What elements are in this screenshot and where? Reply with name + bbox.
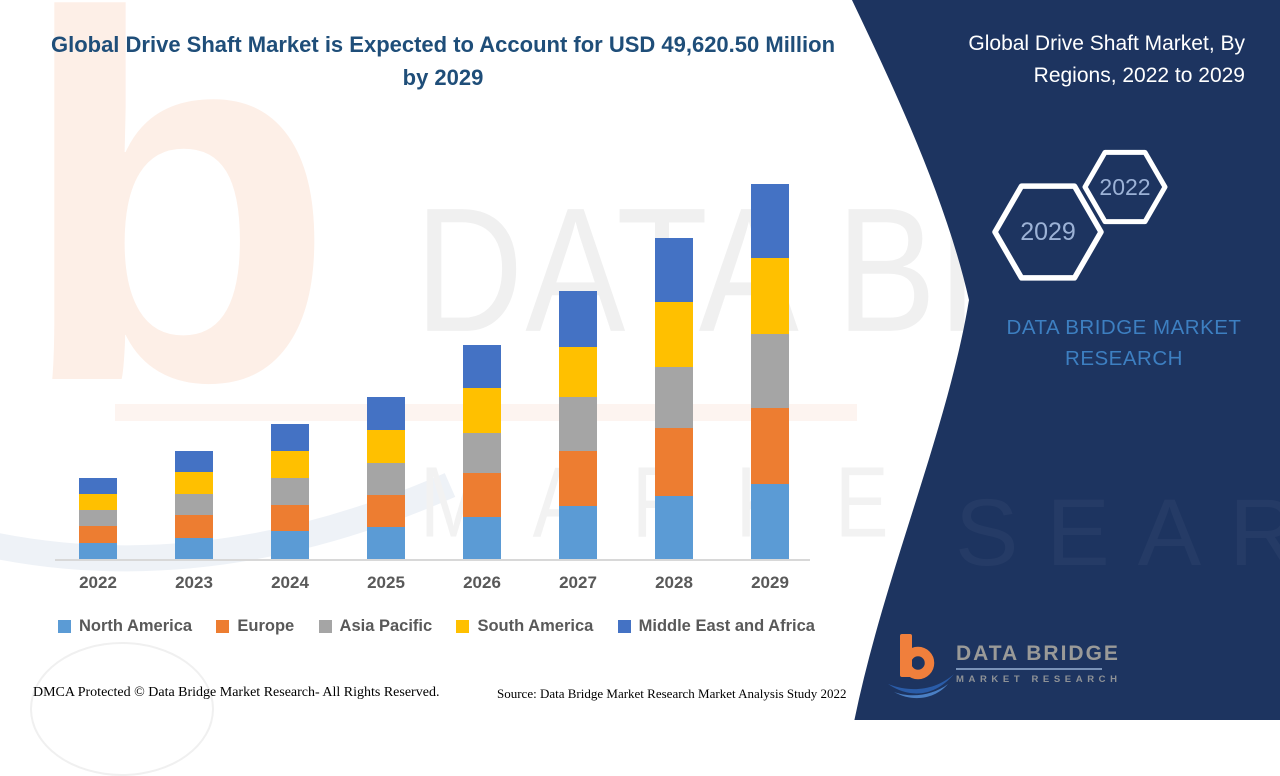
chart-legend: North America Europe Asia Pacific South Ame… xyxy=(58,617,815,636)
watermark-logo-monogram: b xyxy=(18,0,336,490)
footer-source-text: Source: Data Bridge Market Research Mark… xyxy=(497,686,847,701)
legend-item-asia-pacific: Asia Pacific xyxy=(318,617,433,636)
logo-divider xyxy=(956,668,1102,670)
footer-dmca-text: DMCA Protected © Data Bridge Market Rese… xyxy=(33,685,440,700)
bar-segment-2029-north-america xyxy=(751,484,789,559)
bar-segment-2027-south-america xyxy=(559,346,597,398)
x-axis-label-2029: 2029 xyxy=(751,573,789,592)
bar-2023 xyxy=(175,184,213,559)
bar-segment-2029-south-america xyxy=(751,258,789,335)
bar-segment-2025-middle-east-and-africa xyxy=(367,397,405,431)
bar-segment-2023-asia-pacific xyxy=(175,493,213,516)
bar-segment-2023-north-america xyxy=(175,537,213,559)
bar-segment-2023-middle-east-and-africa xyxy=(175,450,213,472)
bar-segment-2025-europe xyxy=(367,494,405,528)
plot-area xyxy=(79,184,789,559)
bar-segment-2022-north-america xyxy=(79,542,117,559)
bar-segment-2024-europe xyxy=(271,504,309,532)
legend-item-south-america: South America xyxy=(456,617,593,636)
bar-segment-2028-asia-pacific xyxy=(655,366,693,428)
bar-2024 xyxy=(271,184,309,559)
bar-2027 xyxy=(559,184,597,559)
logo-subtitle-text: MARKET RESEARCH xyxy=(956,674,1122,685)
legend-marker-asia-pacific xyxy=(318,620,332,633)
side-panel-brand-text: DATA BRIDGE MARKET RESEARCH xyxy=(1006,316,1242,370)
bar-segment-2022-asia-pacific xyxy=(79,509,117,526)
bar-2026 xyxy=(463,184,501,559)
x-axis-label-2022: 2022 xyxy=(79,573,117,592)
hexagon-2029-icon xyxy=(992,183,1104,281)
bar-segment-2026-middle-east-and-africa xyxy=(463,344,501,389)
hexagon-icons xyxy=(992,149,1168,281)
bar-segment-2027-europe xyxy=(559,450,597,506)
data-bridge-logo-icon xyxy=(888,634,954,699)
legend-label-south-america: South America xyxy=(477,617,594,635)
x-axis-labels: 2022 2023 2024 2025 2026 2027 2028 2029 xyxy=(79,573,789,593)
hexagon-2022-label: 2022 xyxy=(1099,174,1151,200)
legend-marker-middle-east-and-africa xyxy=(617,620,631,633)
company-logo: DATA BRIDGE MARKET RESEARCH xyxy=(886,630,1118,710)
bar-segment-2026-europe xyxy=(463,472,501,518)
bar-segment-2025-asia-pacific xyxy=(367,462,405,495)
bar-segment-2024-south-america xyxy=(271,450,309,478)
side-panel-background: SEARCH xyxy=(851,0,1280,720)
bar-segment-2022-europe xyxy=(79,525,117,543)
bar-segment-2024-asia-pacific xyxy=(271,477,309,505)
legend-marker-south-america xyxy=(456,620,470,633)
bar-2028 xyxy=(655,184,693,559)
bar-segment-2025-south-america xyxy=(367,430,405,463)
side-panel-title: Global Drive Shaft Market, By Regions, 2… xyxy=(968,32,1245,87)
bar-segment-2024-north-america xyxy=(271,531,309,559)
bar-segment-2026-asia-pacific xyxy=(463,432,501,473)
bar-segment-2029-asia-pacific xyxy=(751,334,789,409)
hexagon-2029-label: 2029 xyxy=(1020,218,1076,246)
bar-segment-2026-north-america xyxy=(463,517,501,559)
bar-segment-2023-europe xyxy=(175,515,213,538)
x-axis-line xyxy=(55,559,810,561)
bar-segment-2027-north-america xyxy=(559,506,597,559)
legend-marker-europe xyxy=(216,620,230,633)
bar-segment-2022-middle-east-and-africa xyxy=(79,478,117,495)
logo-title-text: DATA BRIDGE xyxy=(956,642,1120,665)
bar-segment-2025-north-america xyxy=(367,527,405,559)
bar-segment-2028-europe xyxy=(655,427,693,496)
legend-marker-north-america xyxy=(58,620,71,633)
bar-segment-2028-south-america xyxy=(655,301,693,367)
bar-segment-2027-middle-east-and-africa xyxy=(559,290,597,347)
legend-label-north-america: North America xyxy=(79,617,193,635)
bar-segment-2029-middle-east-and-africa xyxy=(751,184,789,259)
legend-label-middle-east-and-africa: Middle East and Africa xyxy=(638,617,815,635)
x-axis-label-2028: 2028 xyxy=(655,573,693,592)
bar-segment-2023-south-america xyxy=(175,471,213,494)
bar-2025 xyxy=(367,184,405,559)
x-axis-label-2025: 2025 xyxy=(367,573,405,592)
legend-item-north-america: North America xyxy=(58,617,192,636)
bar-segment-2022-south-america xyxy=(79,494,117,510)
legend-item-middle-east-and-africa: Middle East and Africa xyxy=(617,617,815,636)
x-axis-label-2027: 2027 xyxy=(559,573,597,592)
x-axis-label-2023: 2023 xyxy=(175,573,213,592)
bar-2022 xyxy=(79,184,117,559)
bar-segment-2028-middle-east-and-africa xyxy=(655,238,693,302)
bar-segment-2024-middle-east-and-africa xyxy=(271,423,309,451)
chart-title: Global Drive Shaft Market is Expected to… xyxy=(50,32,836,90)
x-axis-label-2024: 2024 xyxy=(271,573,309,592)
bar-segment-2029-europe xyxy=(751,408,789,484)
bar-2029 xyxy=(751,184,789,559)
legend-label-europe: Europe xyxy=(237,617,295,635)
bar-segment-2028-north-america xyxy=(655,495,693,559)
bar-segment-2026-south-america xyxy=(463,388,501,433)
x-axis-label-2026: 2026 xyxy=(463,573,501,592)
hexagon-2022-icon xyxy=(1082,149,1168,225)
legend-label-asia-pacific: Asia Pacific xyxy=(339,617,433,635)
svg-text:SEARCH: SEARCH xyxy=(955,480,1280,586)
legend-item-europe: Europe xyxy=(216,617,294,636)
bar-segment-2027-asia-pacific xyxy=(559,397,597,451)
